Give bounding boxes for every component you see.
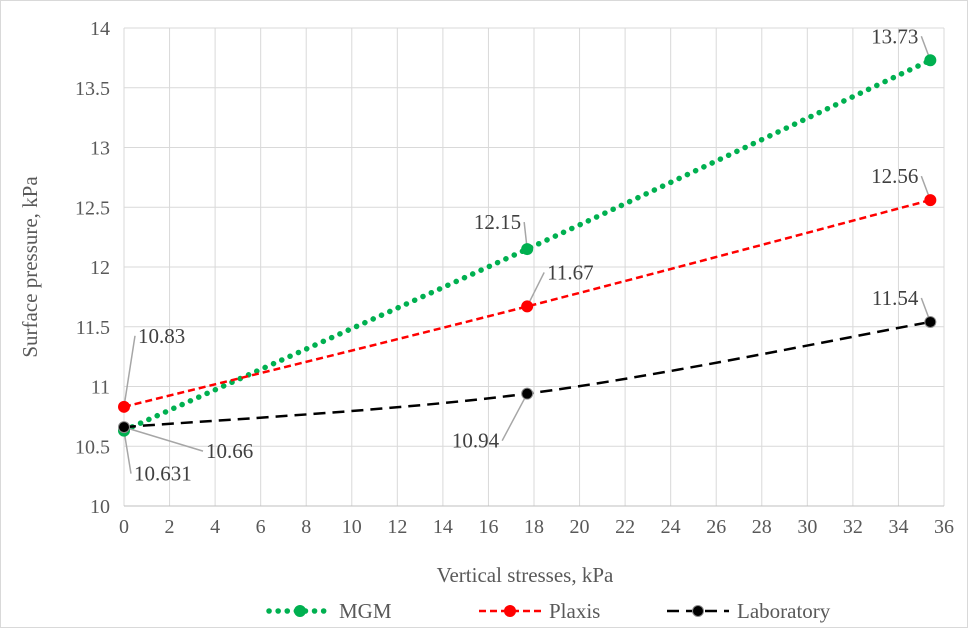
y-tick-label: 11.5 xyxy=(76,317,110,339)
y-tick-label: 13 xyxy=(90,138,110,160)
data-label-mgm: 13.73 xyxy=(871,24,918,48)
data-label-leader xyxy=(123,426,204,452)
series-line-plaxis xyxy=(123,198,931,409)
legend-marker-laboratory xyxy=(692,605,704,617)
legend-marker-plaxis xyxy=(504,605,516,617)
y-tick-label: 12.5 xyxy=(75,197,110,219)
data-label-plaxis: 11.67 xyxy=(547,260,593,284)
x-tick-label: 36 xyxy=(934,516,954,538)
x-tick-label: 32 xyxy=(843,516,863,538)
x-tick-label: 30 xyxy=(797,516,817,538)
x-tick-label: 18 xyxy=(524,516,544,538)
x-tick-label: 4 xyxy=(210,516,220,538)
data-point-mgm xyxy=(521,243,534,256)
y-tick-label: 12 xyxy=(90,257,110,279)
x-tick-label: 14 xyxy=(433,516,453,538)
x-tick-label: 22 xyxy=(615,516,635,538)
series-line-laboratory xyxy=(123,320,931,429)
data-label-leader xyxy=(526,272,545,307)
data-label-mgm: 12.15 xyxy=(474,210,521,234)
data-point-mgm xyxy=(924,54,937,67)
data-point-laboratory xyxy=(118,421,130,434)
y-axis-title: Surface pressure, kPa xyxy=(18,176,42,358)
x-tick-label: 2 xyxy=(165,516,175,538)
data-point-plaxis xyxy=(521,300,534,313)
data-label-laboratory: 10.94 xyxy=(452,429,500,453)
x-tick-label: 10 xyxy=(342,516,362,538)
x-tick-label: 28 xyxy=(752,516,772,538)
data-label-laboratory: 10.66 xyxy=(206,439,253,463)
data-label-plaxis: 12.56 xyxy=(871,164,918,188)
data-label-plaxis: 10.83 xyxy=(138,324,185,348)
legend-label-plaxis: Plaxis xyxy=(549,599,600,623)
y-tick-label: 14 xyxy=(90,18,110,40)
x-tick-label: 34 xyxy=(888,516,908,538)
legend: MGM Plaxis Laboratory xyxy=(266,599,831,623)
data-labels: 10.631 12.15 13.73 10.83 11.67 12.56 10.66 10.9… xyxy=(134,24,919,485)
series-line-mgm xyxy=(121,57,934,434)
data-points xyxy=(118,54,937,437)
y-tick-label: 13.5 xyxy=(75,78,110,100)
x-tick-label: 16 xyxy=(478,516,498,538)
data-label-leader xyxy=(123,430,132,474)
x-tick-label: 8 xyxy=(301,516,311,538)
x-tick-label: 24 xyxy=(661,516,681,538)
x-axis-title: Vertical stresses, kPa xyxy=(437,563,614,587)
data-point-plaxis xyxy=(924,194,937,207)
data-label-leader xyxy=(123,335,136,407)
data-label-leader xyxy=(501,393,528,442)
y-tick-label: 10 xyxy=(90,496,110,518)
data-point-laboratory xyxy=(521,387,534,400)
y-tick-label: 10.5 xyxy=(75,436,110,458)
data-label-mgm: 10.631 xyxy=(134,462,192,486)
legend-label-mgm: MGM xyxy=(339,599,392,623)
data-point-laboratory xyxy=(924,315,937,328)
legend-label-laboratory: Laboratory xyxy=(737,599,831,623)
x-tick-label: 26 xyxy=(706,516,726,538)
y-tick-label: 11 xyxy=(91,377,110,399)
grid xyxy=(123,27,945,507)
x-tick-label: 6 xyxy=(256,516,266,538)
data-label-laboratory: 11.54 xyxy=(872,286,919,310)
x-tick-label: 20 xyxy=(570,516,590,538)
x-tick-label: 12 xyxy=(387,516,407,538)
legend-marker-mgm xyxy=(294,605,306,617)
data-point-plaxis xyxy=(118,400,130,413)
axes: 0 2 4 6 8 10 12 14 16 18 20 22 24 26 28 30 32 34 361010.51… xyxy=(75,18,954,538)
x-tick-label: 0 xyxy=(119,516,129,538)
